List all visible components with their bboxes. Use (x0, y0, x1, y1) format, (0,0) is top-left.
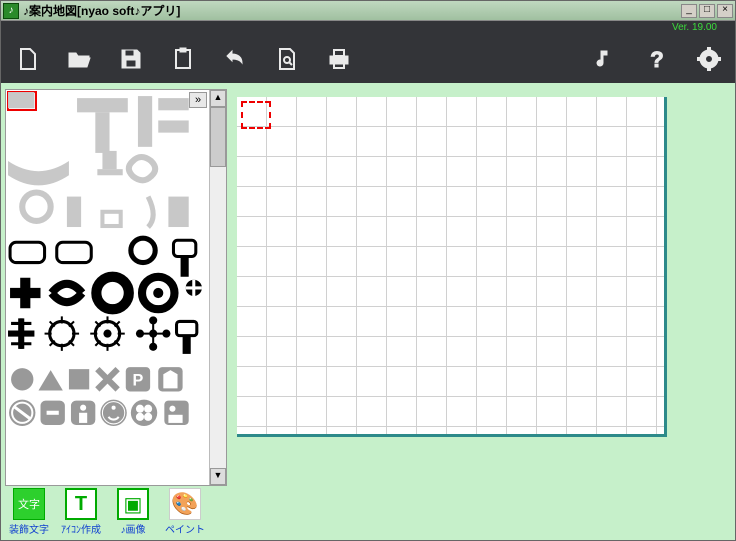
gear-icon (697, 47, 721, 71)
palette-shapes: P (6, 90, 209, 485)
print-button[interactable] (325, 45, 353, 73)
printer-icon (327, 47, 351, 71)
help-button[interactable]: ? (643, 45, 671, 73)
tool-label: ♪画像 (121, 521, 146, 536)
undo-button[interactable] (221, 45, 249, 73)
folder-open-icon (67, 47, 91, 71)
toolbar-area: Ver. 19.00 (1, 21, 735, 83)
svg-text:?: ? (650, 47, 663, 71)
tool-label: ｱｲｺﾝ作成 (61, 521, 101, 536)
open-button[interactable] (65, 45, 93, 73)
close-button[interactable]: × (717, 4, 733, 18)
tool-paint[interactable]: 🎨 ペイント (163, 488, 207, 536)
new-button[interactable] (13, 45, 41, 73)
titlebar: ♪ ♪案内地図[nyao soft♪アプリ] _ □ × (1, 1, 735, 21)
expand-palette-button[interactable]: » (189, 92, 207, 108)
scroll-up-button[interactable]: ▲ (210, 90, 226, 107)
minimize-button[interactable]: _ (681, 4, 697, 18)
palette-container: » (5, 89, 227, 486)
window-controls: _ □ × (681, 4, 733, 18)
version-label: Ver. 19.00 (1, 21, 735, 35)
drawing-canvas[interactable] (237, 97, 667, 437)
tool-icon-make[interactable]: T ｱｲｺﾝ作成 (59, 488, 103, 536)
tool-label: ペイント (165, 521, 205, 536)
tool-image[interactable]: ▣ ♪画像 (111, 488, 155, 536)
paste-button[interactable] (169, 45, 197, 73)
shape-palette[interactable]: » (6, 90, 209, 485)
palette-scrollbar[interactable]: ▲ ▼ (209, 90, 226, 485)
toolbar: ? (1, 35, 735, 83)
scrollbar-track[interactable] (210, 107, 226, 468)
deco-text-icon: 文字 (13, 488, 45, 520)
app-window: ♪ ♪案内地図[nyao soft♪アプリ] _ □ × Ver. 19.00 (0, 0, 736, 541)
scrollbar-thumb[interactable] (210, 107, 226, 167)
file-icon (15, 47, 39, 71)
search-page-icon (275, 47, 299, 71)
settings-button[interactable] (695, 45, 723, 73)
app-icon: ♪ (3, 3, 19, 19)
undo-icon (223, 47, 247, 71)
tool-label: 装飾文字 (9, 521, 49, 536)
clipboard-icon (171, 47, 195, 71)
maximize-button[interactable]: □ (699, 4, 715, 18)
svg-text:P: P (133, 371, 144, 389)
save-button[interactable] (117, 45, 145, 73)
find-button[interactable] (273, 45, 301, 73)
scroll-down-button[interactable]: ▼ (210, 468, 226, 485)
paint-icon: 🎨 (169, 488, 201, 520)
music-note-icon (593, 47, 617, 71)
window-title: ♪案内地図[nyao soft♪アプリ] (23, 2, 681, 19)
save-icon (119, 47, 143, 71)
content-area: » (1, 83, 735, 540)
canvas-area (233, 89, 727, 534)
bottom-tools: 文字 装飾文字 T ｱｲｺﾝ作成 ▣ ♪画像 🎨 ペイント (5, 486, 227, 534)
sound-button[interactable] (591, 45, 619, 73)
canvas-selection[interactable] (241, 101, 271, 129)
left-panel: » (5, 89, 227, 534)
image-icon: ▣ (117, 488, 149, 520)
tool-deco-text[interactable]: 文字 装飾文字 (7, 488, 51, 536)
icon-make-icon: T (65, 488, 97, 520)
help-icon: ? (645, 47, 669, 71)
